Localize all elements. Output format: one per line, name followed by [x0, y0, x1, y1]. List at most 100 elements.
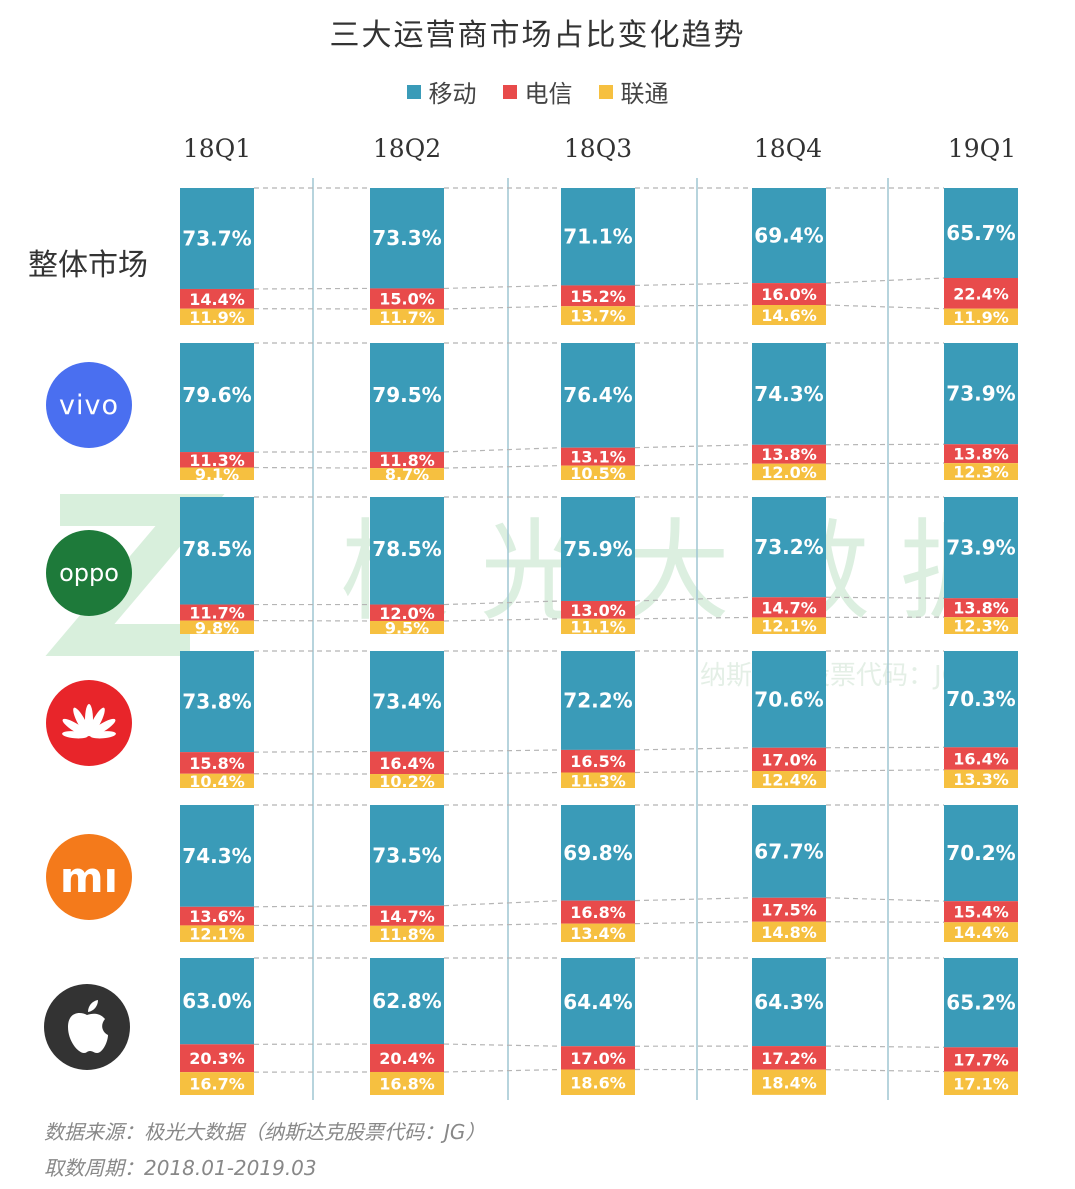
- bar-value-label: 69.4%: [754, 224, 823, 248]
- bar-value-label: 13.8%: [953, 445, 1009, 464]
- bar-segment-unicom: [752, 617, 826, 634]
- bar-value-label: 9.1%: [195, 465, 239, 484]
- trend-connector: [634, 770, 753, 774]
- bar-segment-telecom: [561, 900, 635, 924]
- bar-segment-unicom: [752, 771, 826, 788]
- bar-value-label: 73.3%: [372, 226, 441, 250]
- trend-connector: [825, 277, 945, 284]
- bar-segment-unicom: [180, 620, 254, 634]
- bar-value-label: 69.8%: [563, 841, 632, 865]
- bar-value-label: 16.5%: [570, 752, 626, 771]
- bar-segment-unicom: [561, 306, 635, 325]
- bar-value-label: 22.4%: [953, 284, 1009, 303]
- bar-segment-telecom: [370, 451, 444, 469]
- bar-segment-mobile: [370, 343, 444, 452]
- bar-segment-unicom: [752, 1069, 826, 1095]
- bar-value-label: 11.8%: [379, 925, 435, 944]
- oppo-logo-text: oppo: [59, 559, 119, 587]
- apple-shape-icon: [68, 1000, 108, 1053]
- bar-value-label: 10.5%: [570, 464, 626, 483]
- mi-logo-icon: mı: [46, 834, 132, 920]
- bar-value-label: 15.4%: [953, 903, 1009, 922]
- bar-segment-unicom: [561, 465, 635, 480]
- bar-value-label: 15.8%: [189, 754, 245, 773]
- bar-value-label: 14.6%: [761, 306, 817, 325]
- bar-value-label: 13.1%: [570, 448, 626, 467]
- bar-value-label: 75.9%: [563, 537, 632, 561]
- trend-connector: [634, 444, 753, 449]
- bar-value-label: 15.2%: [570, 287, 626, 306]
- bar-value-label: 79.6%: [182, 383, 251, 407]
- bar-value-label: 70.2%: [946, 841, 1015, 865]
- legend-swatch-mobile: [406, 84, 421, 99]
- bar-segment-unicom: [370, 774, 444, 788]
- bar-value-label: 70.3%: [946, 687, 1015, 711]
- bar-value-label: 16.4%: [953, 750, 1009, 769]
- trend-connector: [634, 463, 753, 467]
- bar-value-label: 15.0%: [379, 290, 435, 309]
- trend-connector: [443, 771, 562, 775]
- bar-segment-unicom: [561, 923, 635, 942]
- trend-connector: [634, 616, 753, 620]
- bar-segment-telecom: [180, 452, 254, 468]
- bar-segment-telecom: [370, 751, 444, 775]
- bar-value-label: 76.4%: [563, 383, 632, 407]
- trend-connector: [634, 596, 753, 602]
- bar-value-label: 13.4%: [570, 924, 626, 943]
- bar-value-label: 64.4%: [563, 990, 632, 1014]
- bar-value-label: 13.0%: [570, 601, 626, 620]
- legend-swatch-telecom: [502, 84, 517, 99]
- bar-value-label: 16.8%: [379, 1074, 435, 1093]
- bar-segment-telecom: [180, 288, 254, 309]
- bar-segment-mobile: [944, 188, 1018, 279]
- bar-value-label: 9.5%: [385, 618, 429, 637]
- bar-value-label: 73.9%: [946, 382, 1015, 406]
- bar-value-label: 11.9%: [953, 308, 1009, 327]
- trend-connector: [443, 1043, 562, 1047]
- bar-segment-unicom: [370, 925, 444, 942]
- bar-segment-mobile: [752, 497, 826, 598]
- bar-value-label: 17.0%: [761, 750, 817, 769]
- bar-segment-telecom: [944, 598, 1018, 618]
- bar-value-label: 73.5%: [372, 843, 441, 867]
- bar-value-label: 11.1%: [570, 617, 626, 636]
- bar-value-label: 70.6%: [754, 687, 823, 711]
- bar-segment-unicom: [180, 308, 254, 325]
- quarter-label-18q1: 18Q1: [182, 134, 252, 163]
- bar-value-label: 74.3%: [182, 844, 251, 868]
- bar-value-label: 17.7%: [953, 1050, 1009, 1069]
- trend-connector: [825, 596, 945, 599]
- bar-value-label: 16.8%: [570, 903, 626, 922]
- bar-segment-unicom: [944, 1071, 1018, 1095]
- legend-label-unicom: 联通: [620, 80, 669, 108]
- bar-segment-mobile: [370, 805, 444, 906]
- bar-segment-telecom: [752, 747, 826, 772]
- bar-segment-telecom: [944, 901, 1018, 923]
- chart-title: 三大运营商市场占比变化趋势: [329, 18, 746, 53]
- bar-segment-unicom: [370, 308, 444, 325]
- trend-connector: [253, 287, 371, 290]
- bar-segment-telecom: [944, 1047, 1018, 1072]
- bar-value-label: 11.3%: [570, 771, 626, 790]
- bar-segment-mobile: [944, 343, 1018, 445]
- bar-value-label: 63.0%: [182, 989, 251, 1013]
- bar-segment-unicom: [944, 769, 1018, 788]
- trend-connector: [634, 921, 753, 925]
- bar-value-label: 17.2%: [761, 1049, 817, 1068]
- bar-segment-mobile: [561, 188, 635, 286]
- bar-value-label: 11.7%: [379, 308, 435, 327]
- bar-value-label: 18.6%: [570, 1073, 626, 1092]
- bar-value-label: 14.7%: [761, 598, 817, 617]
- bar-value-label: 72.2%: [563, 688, 632, 712]
- bar-value-label: 64.3%: [754, 990, 823, 1014]
- trend-connector: [825, 897, 945, 902]
- source-footnote: 数据来源：极光大数据（纳斯达克股票代码：JG）: [44, 1120, 486, 1144]
- bar-value-label: 14.7%: [379, 907, 435, 926]
- trend-connector: [443, 900, 562, 907]
- bar-segment-mobile: [180, 651, 254, 753]
- bar-value-label: 11.3%: [189, 451, 245, 470]
- trend-connector: [443, 447, 562, 453]
- bar-segment-unicom: [370, 620, 444, 635]
- bar-value-label: 18.4%: [761, 1073, 817, 1092]
- row-label-overall: 整体市场: [28, 248, 148, 283]
